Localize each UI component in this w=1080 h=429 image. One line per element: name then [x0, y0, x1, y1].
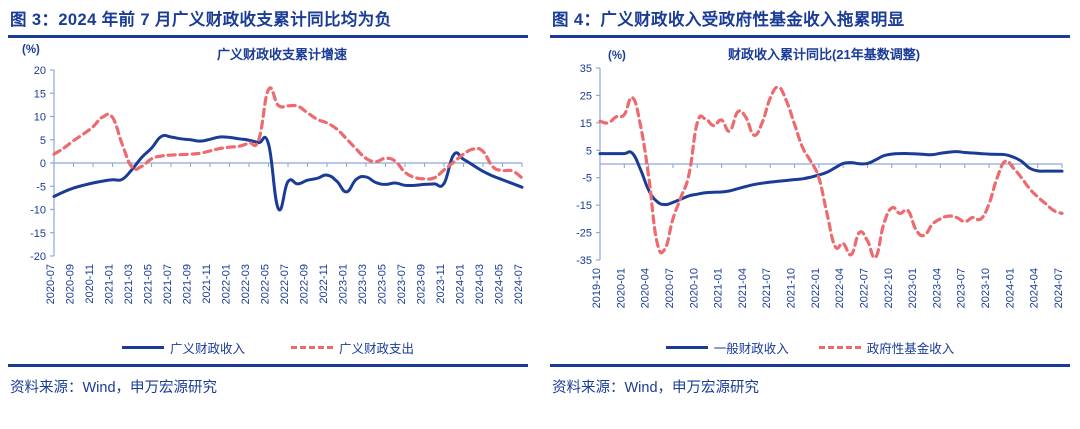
- svg-text:2021-07: 2021-07: [162, 264, 174, 304]
- svg-text:2022-07: 2022-07: [859, 268, 871, 308]
- svg-text:0: 0: [40, 158, 46, 170]
- svg-text:2021-03: 2021-03: [123, 264, 135, 304]
- svg-text:-15: -15: [576, 200, 592, 212]
- svg-text:2023-05: 2023-05: [377, 264, 389, 304]
- svg-text:2024-01: 2024-01: [455, 264, 467, 304]
- svg-text:2021-01: 2021-01: [104, 264, 116, 304]
- svg-text:25: 25: [580, 90, 592, 102]
- legend-line-dashed-icon: [818, 345, 861, 349]
- svg-text:20: 20: [34, 65, 46, 77]
- svg-text:2023-01: 2023-01: [338, 264, 350, 304]
- legend-line-solid-icon: [121, 345, 164, 349]
- svg-text:2022-07: 2022-07: [279, 264, 291, 304]
- svg-text:5: 5: [586, 145, 592, 157]
- svg-text:2021-11: 2021-11: [201, 264, 213, 304]
- svg-text:2020-01: 2020-01: [615, 268, 627, 308]
- svg-text:2023-07: 2023-07: [396, 264, 408, 304]
- figure-4-title-rule: [550, 35, 1070, 38]
- figure-3-unit-label: (%): [22, 44, 40, 56]
- svg-text:2022-09: 2022-09: [299, 264, 311, 304]
- svg-text:2023-11: 2023-11: [435, 264, 447, 304]
- legend-item-expenditure: 广义财政支出: [291, 338, 414, 357]
- svg-text:2022-05: 2022-05: [260, 264, 272, 304]
- svg-text:15: 15: [34, 88, 46, 100]
- svg-text:2024-07: 2024-07: [1053, 268, 1065, 308]
- svg-text:-15: -15: [30, 228, 46, 240]
- figure-3-source-rule: [8, 364, 528, 367]
- svg-text:15: 15: [580, 118, 592, 130]
- svg-text:10: 10: [34, 112, 46, 124]
- svg-text:2021-07: 2021-07: [761, 268, 773, 308]
- figure-4-source: 资料来源：Wind，申万宏源研究: [552, 380, 760, 396]
- svg-text:2024-04: 2024-04: [1029, 268, 1041, 308]
- svg-text:2022-10: 2022-10: [883, 268, 895, 308]
- svg-text:2022-01: 2022-01: [810, 268, 822, 308]
- svg-text:2023-10: 2023-10: [980, 268, 992, 308]
- legend-item-general-revenue: 一般财政收入: [665, 338, 789, 357]
- svg-text:-35: -35: [576, 255, 592, 267]
- legend-line-dashed-icon: [291, 345, 333, 349]
- svg-text:2021-09: 2021-09: [182, 264, 194, 304]
- svg-text:2021-04: 2021-04: [737, 268, 749, 308]
- svg-text:2023-07: 2023-07: [956, 268, 968, 308]
- figure-4-title: 图 4：广义财政收入受政府性基金收入拖累明显: [552, 11, 905, 29]
- figure-4-source-rule: [550, 364, 1070, 367]
- legend-label-general-revenue: 一般财政收入: [713, 341, 789, 356]
- svg-text:2022-11: 2022-11: [318, 264, 330, 304]
- svg-text:2022-01: 2022-01: [221, 264, 233, 304]
- svg-text:2023-03: 2023-03: [357, 264, 369, 304]
- svg-text:2023-04: 2023-04: [931, 268, 943, 308]
- svg-text:-20: -20: [30, 251, 46, 263]
- svg-text:2020-09: 2020-09: [65, 264, 77, 304]
- svg-text:2024-01: 2024-01: [1004, 268, 1016, 308]
- figure-3-legend: 广义财政收入 广义财政支出: [8, 334, 528, 360]
- svg-text:2024-03: 2024-03: [474, 264, 486, 304]
- legend-label-income: 广义财政收入: [169, 341, 245, 356]
- figure-4-legend: 一般财政收入 政府性基金收入: [550, 334, 1070, 360]
- figure-panel-3: 图 3：2024 年前 7 月广义财政收支累计同比均为负 (%) 广义财政收支累…: [8, 11, 528, 396]
- svg-text:2020-07: 2020-07: [664, 268, 676, 308]
- svg-text:2021-10: 2021-10: [786, 268, 798, 308]
- legend-item-income: 广义财政收入: [121, 338, 245, 357]
- legend-line-solid-icon: [665, 345, 708, 349]
- svg-text:5: 5: [40, 135, 46, 147]
- svg-text:2020-07: 2020-07: [45, 264, 57, 304]
- svg-text:-25: -25: [576, 228, 592, 240]
- figure-3-title: 图 3：2024 年前 7 月广义财政收支累计同比均为负: [10, 11, 392, 29]
- svg-text:-10: -10: [30, 205, 46, 217]
- figure-3-title-rule: [8, 35, 528, 38]
- figure-4-chart-area: (%) 财政收入累计同比(21年基数调整) 35 25 15 5 -5 -15 -25 -35…: [550, 38, 1070, 338]
- svg-text:2021-05: 2021-05: [143, 264, 155, 304]
- svg-text:2019-10: 2019-10: [591, 268, 603, 308]
- figure-3-source: 资料来源：Wind，申万宏源研究: [10, 380, 218, 396]
- figure-4-unit-label: (%): [608, 50, 626, 62]
- svg-text:2020-10: 2020-10: [688, 268, 700, 308]
- figure-3-chart-area: (%) 广义财政收支累计增速 20 15 10 5 0 -5 -10 -15 -20 2020-0…: [8, 38, 528, 338]
- svg-text:2021-01: 2021-01: [713, 268, 725, 308]
- svg-text:2020-11: 2020-11: [84, 264, 96, 304]
- svg-text:2024-07: 2024-07: [513, 264, 525, 304]
- svg-text:2023-09: 2023-09: [416, 264, 428, 304]
- figure-panel-4: 图 4：广义财政收入受政府性基金收入拖累明显 (%) 财政收入累计同比(21年基…: [540, 0, 1080, 429]
- legend-item-fund-revenue: 政府性基金收入: [818, 338, 955, 357]
- svg-text:2020-04: 2020-04: [640, 268, 652, 308]
- svg-text:2024-05: 2024-05: [494, 264, 506, 304]
- svg-text:2022-04: 2022-04: [834, 268, 846, 308]
- svg-text:35: 35: [580, 63, 592, 75]
- svg-text:2022-03: 2022-03: [240, 264, 252, 304]
- svg-text:-5: -5: [582, 173, 592, 185]
- svg-text:-5: -5: [36, 181, 46, 193]
- legend-label-fund-revenue: 政府性基金收入: [866, 341, 955, 356]
- legend-label-expenditure: 广义财政支出: [339, 341, 415, 356]
- svg-text:2023-01: 2023-01: [907, 268, 919, 308]
